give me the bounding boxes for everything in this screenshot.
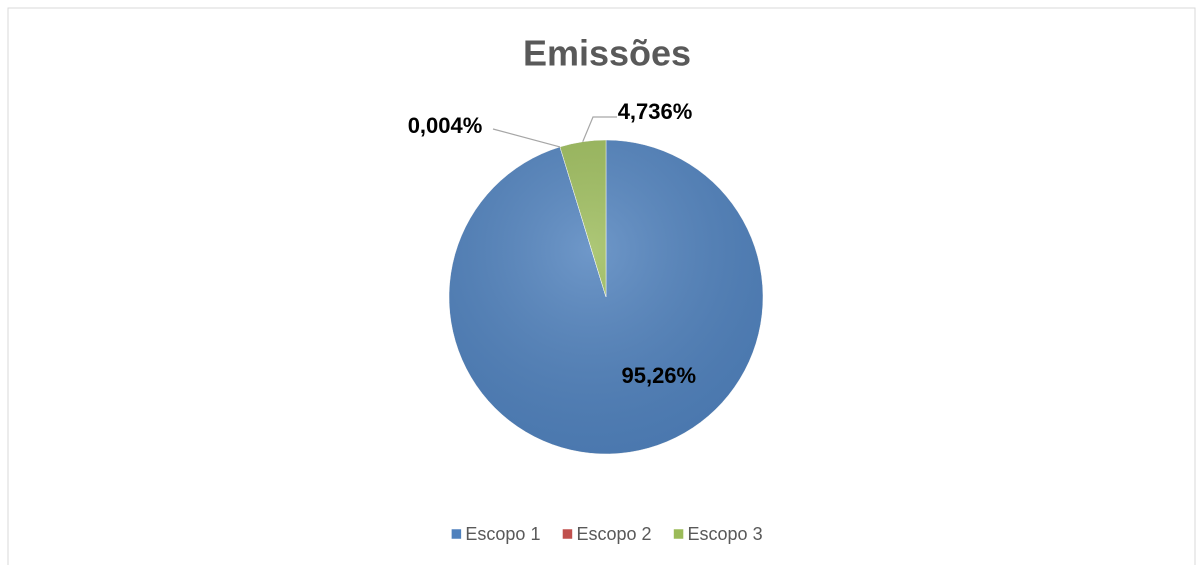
legend-swatch bbox=[673, 528, 684, 540]
data-label: 0,004% bbox=[408, 113, 483, 138]
legend-swatch bbox=[562, 528, 573, 540]
legend-label: Escopo 2 bbox=[576, 524, 651, 544]
legend-label: Escopo 3 bbox=[688, 524, 763, 544]
legend-swatch bbox=[451, 528, 462, 540]
leader-line bbox=[492, 128, 561, 148]
data-label: 95,26% bbox=[621, 363, 696, 388]
leader-line bbox=[582, 116, 617, 142]
chart-title: Emissões bbox=[523, 33, 691, 74]
legend-label: Escopo 1 bbox=[465, 524, 540, 544]
data-label: 4,736% bbox=[618, 99, 693, 124]
chart-border bbox=[7, 7, 1196, 565]
